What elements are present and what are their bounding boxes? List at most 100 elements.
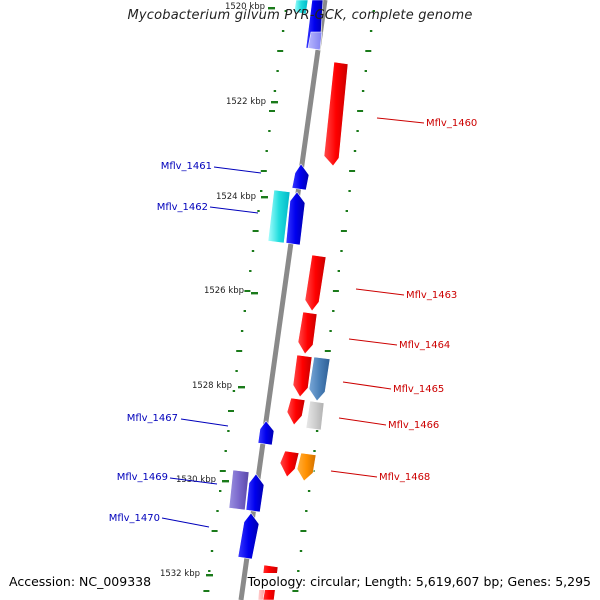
gene-arrow-mflv-1465 xyxy=(292,354,313,398)
tick-dash xyxy=(365,50,372,52)
tick-dot xyxy=(268,130,271,132)
tick-dot xyxy=(345,210,348,212)
tick-dot xyxy=(337,270,340,272)
tick-dash xyxy=(324,350,331,352)
topology-summary: Topology: circular; Length: 5,619,607 bp… xyxy=(247,573,591,590)
gene-label-mflv-1467[interactable]: Mflv_1467 xyxy=(127,413,178,424)
gene-arrow-mflv-1469 xyxy=(245,473,265,513)
tick-dot xyxy=(315,430,319,432)
tick-dot xyxy=(369,30,373,32)
tick-dot xyxy=(281,30,285,32)
tick-dot xyxy=(313,450,316,452)
tick-dot xyxy=(340,250,343,252)
tick-dot xyxy=(273,90,277,92)
accession-text: Accession: NC_009338 xyxy=(9,573,152,590)
gene-arrow-mflv-1466-red xyxy=(286,397,306,426)
gene-label-mflv-1469[interactable]: Mflv_1469 xyxy=(117,472,168,483)
scale-label-1532: 1532 kbp xyxy=(160,569,200,579)
scale-label-1524: 1524 kbp xyxy=(216,192,256,202)
gene-label-mflv-1460[interactable]: Mflv_1460 xyxy=(426,118,477,129)
tick-dot xyxy=(329,330,332,332)
scale-label-1520: 1520 kbp xyxy=(225,2,265,12)
tick-dash xyxy=(260,170,267,172)
tick-dash xyxy=(269,110,275,112)
gene-label-mflv-1464[interactable]: Mflv_1464 xyxy=(399,340,450,351)
gene-arrow-mflv-1464 xyxy=(297,311,318,355)
tick-dot xyxy=(297,570,300,572)
tick-dot xyxy=(332,310,335,312)
tick-dot xyxy=(284,10,287,12)
tick-dash xyxy=(349,170,356,172)
gene-arrow-mflv-1467 xyxy=(257,420,275,446)
tick-dash xyxy=(292,590,299,592)
tick-dot xyxy=(257,210,260,212)
reverse-leader-lines xyxy=(161,166,262,528)
tick-dot xyxy=(249,270,252,272)
tick-dot xyxy=(243,310,246,312)
tick-dot xyxy=(216,510,219,512)
tick-dash xyxy=(277,50,284,52)
gene-arrow-mflv-1468-red xyxy=(279,450,300,478)
tick-dot xyxy=(348,190,351,192)
tick-dash xyxy=(332,290,339,292)
gene-arrow-mflv-1463 xyxy=(304,254,327,312)
tick-dot xyxy=(224,450,227,452)
tick-dot xyxy=(364,70,367,72)
reverse-genes xyxy=(228,0,324,560)
forward-leader-lines xyxy=(330,117,425,478)
scale-label-1528: 1528 kbp xyxy=(192,381,232,391)
gene-label-mflv-1465[interactable]: Mflv_1465 xyxy=(393,384,444,395)
tick-dash xyxy=(228,410,234,412)
gene-label-mflv-1461[interactable]: Mflv_1461 xyxy=(161,161,212,172)
scale-label-1522: 1522 kbp xyxy=(226,97,266,107)
tick-dot xyxy=(356,130,359,132)
gene-arrow-mflv-1469-purple xyxy=(228,469,250,511)
gene-arrow-mflv-1465b xyxy=(308,356,331,402)
tick-dash xyxy=(203,590,210,592)
tick-dash xyxy=(300,530,307,532)
tick-dash xyxy=(244,290,251,292)
genome-title: Mycobacterium gilvum PYR-GCK, complete g… xyxy=(127,8,473,23)
gene-arrow-mflv-1466 xyxy=(305,400,325,431)
gene-arrow-mflv-1462-cyan xyxy=(267,189,291,244)
gene-label-mflv-1463[interactable]: Mflv_1463 xyxy=(406,290,457,301)
tick-dot xyxy=(353,150,357,152)
tick-dot xyxy=(260,190,263,192)
tick-dash xyxy=(357,110,364,112)
scale-ticks xyxy=(206,7,278,577)
tick-dot xyxy=(227,430,230,432)
tick-dot xyxy=(240,330,244,332)
tick-dash xyxy=(219,470,226,472)
gene-arrow-top-cyan xyxy=(293,0,309,15)
tick-dot xyxy=(235,370,238,372)
gene-arrow-mflv-1470 xyxy=(237,512,260,560)
tick-dash xyxy=(340,230,347,232)
tick-dot xyxy=(307,490,311,492)
tick-dash xyxy=(211,530,218,532)
tick-dot xyxy=(265,150,268,152)
tick-dot xyxy=(219,490,222,492)
gene-label-mflv-1466[interactable]: Mflv_1466 xyxy=(388,420,439,431)
gene-label-mflv-1468[interactable]: Mflv_1468 xyxy=(379,472,430,483)
scale-label-1526: 1526 kbp xyxy=(204,286,244,296)
gene-arrow-mflv-1460 xyxy=(323,61,349,167)
scale-label-1530: 1530 kbp xyxy=(176,475,216,485)
tick-dot xyxy=(251,250,255,252)
gene-label-mflv-1462[interactable]: Mflv_1462 xyxy=(157,202,208,213)
gene-arrow-mflv-1461 xyxy=(291,163,310,191)
tick-dot xyxy=(299,550,303,552)
gene-label-mflv-1470[interactable]: Mflv_1470 xyxy=(109,513,160,524)
gene-arrow-mflv-1462 xyxy=(285,191,306,246)
tick-dot xyxy=(232,390,236,392)
tick-dash xyxy=(252,230,259,232)
tick-dot xyxy=(210,550,214,552)
tick-dot xyxy=(372,10,375,12)
gene-arrow-mflv-1468 xyxy=(296,452,317,482)
tick-dash xyxy=(236,350,243,352)
gene-arrow-top-pale xyxy=(307,31,323,51)
tick-dot xyxy=(305,510,308,512)
tick-dot xyxy=(208,570,211,572)
tick-dot xyxy=(276,70,279,72)
tick-dot xyxy=(361,90,365,92)
